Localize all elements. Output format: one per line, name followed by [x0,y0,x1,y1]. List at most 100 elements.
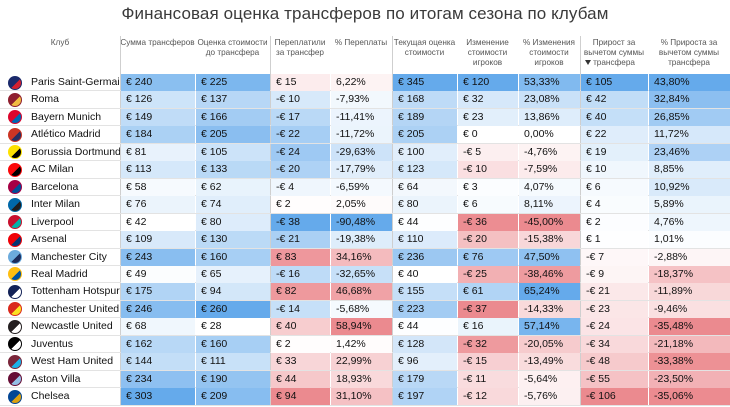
cell-current: € 223 [393,300,457,318]
cell-gain_pct: -21,18% [649,335,730,353]
cell-spent: € 49 [121,265,195,283]
mancity-logo-icon [8,250,22,264]
cell-spent: € 162 [121,335,195,353]
cell-spent: € 149 [121,108,195,126]
header-overpaid_pct[interactable]: % Переплаты [334,38,388,47]
cell-overpaid_pct: -11,41% [331,108,392,126]
cell-change_pct: -7,59% [519,161,580,179]
cell-current: € 155 [393,283,457,301]
cell-overpaid_pct: -11,72% [331,126,392,144]
header-club[interactable]: Клуб [50,38,70,47]
cell-gain_pct: 32,84% [649,91,730,109]
club-name: Manchester United [31,302,120,315]
cell-overpaid_pct: -5,68% [331,300,392,318]
cell-overpaid: € 2 [271,335,330,353]
cell-overpaid_pct: -17,79% [331,161,392,179]
cell-spent: € 243 [121,248,195,266]
cell-spent: € 113 [121,161,195,179]
cell-spent: € 144 [121,353,195,371]
cell-current: € 205 [393,126,457,144]
cell-current: € 110 [393,231,457,249]
club-name: Liverpool [31,215,74,228]
cell-gain: € 19 [581,143,648,161]
header-valued[interactable]: Оценка стоимости до трансфера [197,38,268,57]
cell-valued: € 190 [196,370,270,388]
cell-gain: € 22 [581,126,648,144]
cell-gain: -€ 9 [581,265,648,283]
cell-change_pct: -45,00% [519,213,580,231]
cell-gain_pct: -18,37% [649,265,730,283]
club-name: Roma [31,93,60,106]
cell-change_pct: -14,33% [519,300,580,318]
cell-change: -€ 12 [458,388,518,406]
westham-logo-icon [8,354,22,369]
cell-gain_pct: 11,72% [649,126,730,144]
cell-change: € 120 [458,74,518,91]
cell-gain_pct: -23,50% [649,370,730,388]
cell-gain: € 4 [581,196,648,214]
cell-change: -€ 10 [458,161,518,179]
cell-spent: € 246 [121,300,195,318]
cell-current: € 128 [393,335,457,353]
bayern-logo-icon [8,110,22,125]
club-name: Manchester City [31,250,107,263]
cell-gain: € 1 [581,231,648,249]
dortmund-logo-icon [8,145,22,160]
cell-current: € 44 [393,318,457,336]
cell-spent: € 303 [121,388,195,406]
cell-change_pct: 4,07% [519,178,580,196]
club-name: Borussia Dortmund [31,145,120,158]
column-divider [120,36,121,406]
cell-current: € 179 [393,370,457,388]
header-change[interactable]: Изменение стоимости игроков [466,38,509,67]
chelsea-logo-icon [8,389,22,404]
cell-change: -€ 11 [458,370,518,388]
cell-gain_pct: 5,89% [649,196,730,214]
club-name: Chelsea [31,390,70,403]
cell-current: € 96 [393,353,457,371]
cell-change_pct: 53,33% [519,74,580,91]
cell-overpaid_pct: 22,99% [331,353,392,371]
cell-gain: € 42 [581,91,648,109]
cell-gain_pct: -2,88% [649,248,730,266]
cell-change_pct: 47,50% [519,248,580,266]
cell-overpaid: € 82 [271,283,330,301]
cell-valued: € 105 [196,143,270,161]
realmadrid-logo-icon [8,267,22,282]
cell-spent: € 175 [121,283,195,301]
cell-current: € 236 [393,248,457,266]
cell-change: € 6 [458,196,518,214]
cell-gain: -€ 55 [581,370,648,388]
column-divider [270,36,271,406]
cell-valued: € 74 [196,196,270,214]
cell-overpaid_pct: -6,59% [331,178,392,196]
club-name: Tottenham Hotspur [31,285,120,298]
header-gain_pct[interactable]: % Прироста за вычетом суммы трансфера [658,38,720,67]
cell-gain: -€ 106 [581,388,648,406]
cell-overpaid: -€ 21 [271,231,330,249]
header-current[interactable]: Текущая оценка стоимости [393,38,456,57]
cell-spent: € 184 [121,126,195,144]
header-spent[interactable]: Сумма трансферов [120,38,195,47]
cell-valued: € 260 [196,300,270,318]
cell-gain_pct: -35,06% [649,388,730,406]
cell-gain_pct: 10,92% [649,178,730,196]
cell-overpaid: € 94 [271,388,330,406]
cell-overpaid_pct: 34,16% [331,248,392,266]
cell-valued: € 225 [196,74,270,91]
juventus-logo-icon [8,337,22,352]
cell-change_pct: 8,11% [519,196,580,214]
column-divider [580,36,581,406]
cell-gain: -€ 7 [581,248,648,266]
cell-valued: € 62 [196,178,270,196]
cell-overpaid_pct: 2,05% [331,196,392,214]
header-gain[interactable]: Прирост за вычетом суммы трансфера [583,38,645,67]
cell-valued: € 137 [196,91,270,109]
cell-current: € 80 [393,196,457,214]
club-name: Juventus [31,337,74,350]
cell-overpaid: € 2 [271,196,330,214]
sort-descending-icon[interactable] [585,60,591,65]
cell-overpaid: € 40 [271,318,330,336]
header-change_pct[interactable]: % Изменения стоимости игроков [523,38,575,67]
header-overpaid[interactable]: Переплатили за трансфер [274,38,326,57]
